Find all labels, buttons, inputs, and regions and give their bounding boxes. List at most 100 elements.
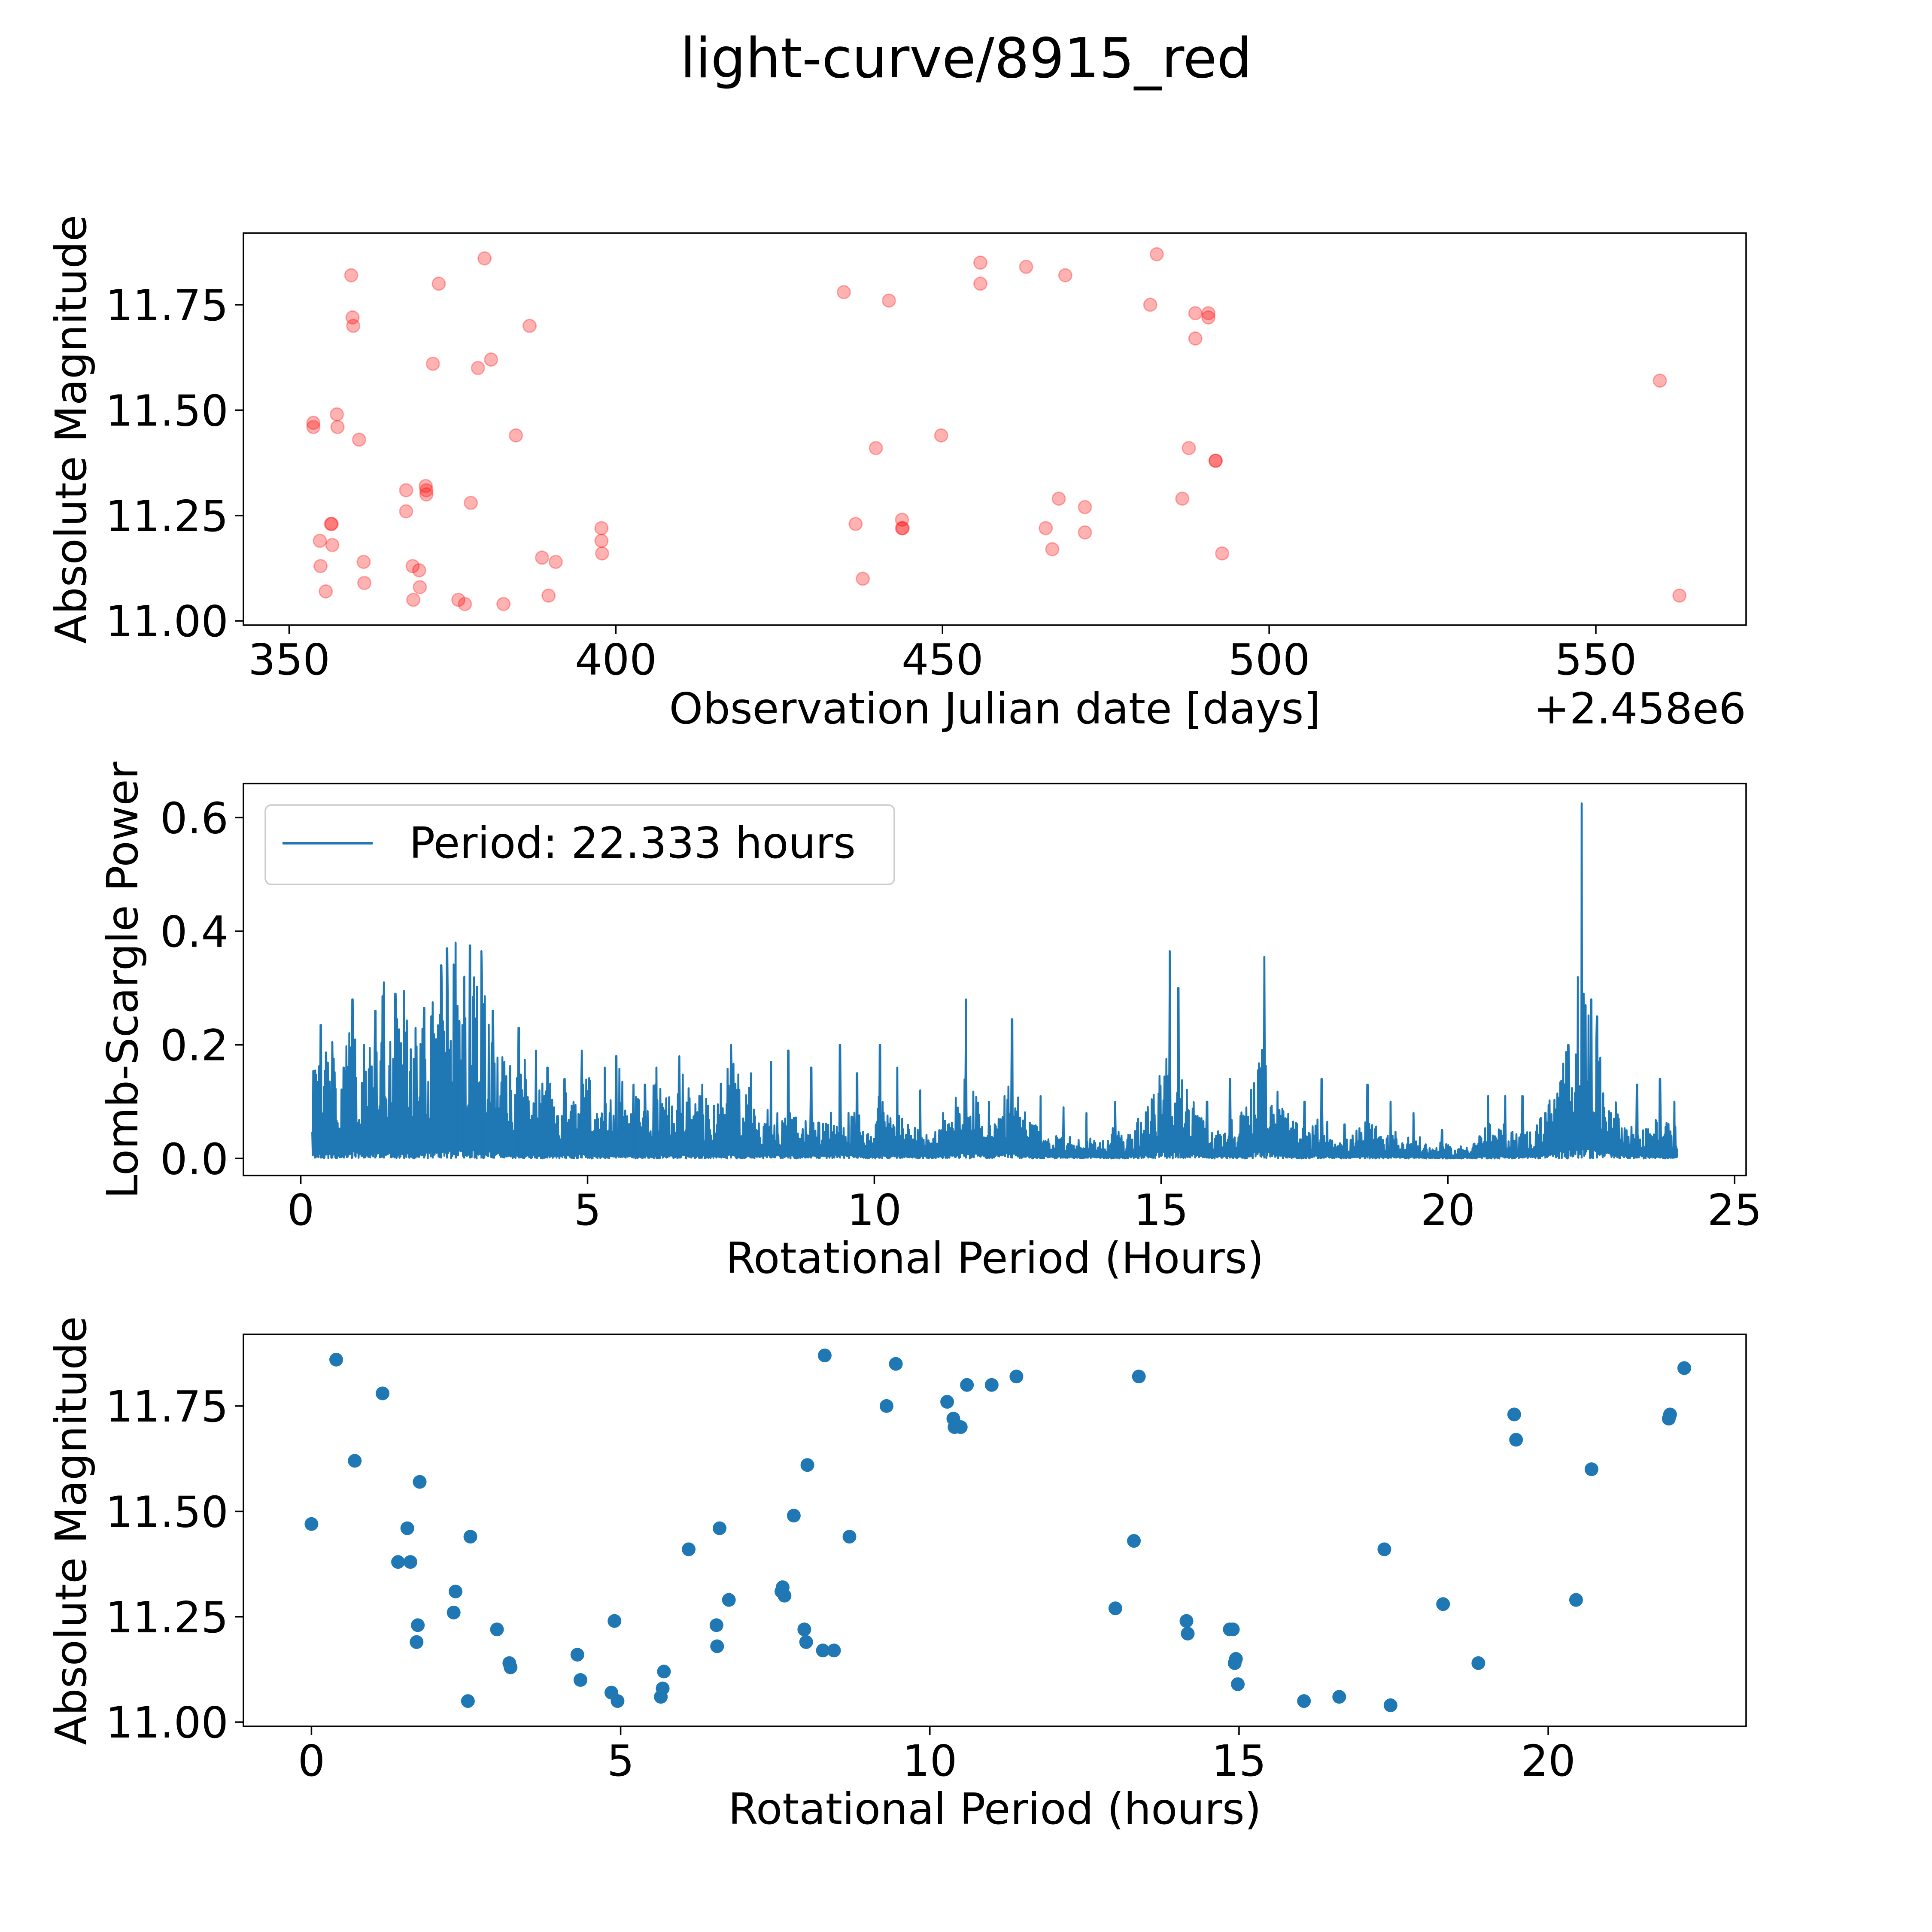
light-curve-point (1215, 546, 1230, 561)
light-curve-axes-frame (243, 232, 1747, 626)
y-tick-label: 11.50 (106, 1487, 228, 1537)
folded-point (410, 1635, 424, 1649)
light-curve-point (522, 319, 537, 333)
folded-point (889, 1357, 903, 1371)
folded-point (940, 1395, 954, 1409)
folded-point (879, 1399, 893, 1413)
light-curve-point (848, 516, 863, 531)
light-curve-point (973, 255, 988, 270)
folded-point (1132, 1370, 1146, 1384)
light-curve-point (1188, 306, 1203, 321)
folded-point (817, 1349, 832, 1363)
periodogram-legend: Period: 22.333 hours (264, 804, 895, 885)
light-curve-point (1143, 298, 1157, 312)
folded-point (1383, 1698, 1397, 1712)
light-curve-point (346, 319, 361, 333)
folded-point (608, 1614, 622, 1628)
folded-point (954, 1420, 968, 1434)
folded-point (713, 1521, 727, 1535)
folded-point (1377, 1542, 1391, 1556)
x-tick-label: 500 (1228, 635, 1310, 685)
light-curve-point (856, 571, 870, 586)
light-curve-point (1045, 542, 1060, 556)
x-tick-label: 550 (1555, 635, 1637, 685)
light-curve-point (324, 516, 339, 531)
folded-point (391, 1555, 405, 1569)
folded-point (778, 1589, 792, 1603)
y-tick-label: 0.4 (160, 907, 228, 957)
y-tick-label: 0.2 (160, 1021, 228, 1071)
folded-point (709, 1618, 723, 1632)
light-curve-point (458, 597, 472, 611)
light-curve-point (594, 521, 609, 535)
light-curve-point (325, 538, 340, 552)
folded-point (656, 1681, 670, 1695)
light-curve-point (1175, 491, 1190, 506)
periodogram-x-label: Rotational Period (Hours) (726, 1233, 1264, 1283)
light-curve-point (509, 428, 523, 443)
light-curve-point (594, 534, 609, 548)
folded-point (1436, 1597, 1450, 1611)
x-tick-label: 15 (1212, 1736, 1266, 1786)
folded-point (570, 1648, 584, 1662)
light-curve-point (1201, 306, 1216, 321)
folded-point (461, 1694, 475, 1708)
folded-point (827, 1643, 841, 1658)
light-curve-point (1051, 491, 1066, 506)
folded-point (411, 1618, 425, 1632)
light-curve-point (344, 268, 358, 283)
folded-point (447, 1605, 461, 1619)
folded-light-curve-x-label: Rotational Period (hours) (728, 1784, 1261, 1834)
light-curve-point (1208, 453, 1223, 468)
light-curve-point (313, 534, 327, 548)
legend-label: Period: 22.333 hours (409, 818, 856, 868)
legend-box (264, 804, 895, 885)
folded-point (1231, 1677, 1245, 1691)
light-curve-x-ticks: 350 400 450 500 550 (248, 625, 1637, 685)
light-curve-point (399, 483, 413, 498)
folded-point (1226, 1622, 1240, 1637)
folded-point (376, 1386, 390, 1400)
folded-point (573, 1673, 587, 1687)
folded-point (787, 1509, 801, 1523)
folded-point (1471, 1656, 1485, 1670)
folded-light-curve-y-ticks: 11.00 11.25 11.50 11.75 (106, 1382, 243, 1748)
folded-point (800, 1458, 814, 1472)
folded-point (1584, 1462, 1598, 1476)
light-curve-y-ticks: 11.00 11.25 11.50 11.75 (106, 280, 243, 647)
light-curve-point (541, 588, 556, 603)
folded-point (1179, 1614, 1194, 1628)
folded-point (403, 1555, 417, 1569)
light-curve-point (1039, 521, 1053, 535)
periodogram-x-ticks: 0 5 10 15 20 25 (287, 1176, 1762, 1235)
light-curve-point (1188, 331, 1203, 346)
light-curve-point (881, 293, 896, 308)
light-curve-point (484, 352, 498, 367)
x-tick-label: 15 (1134, 1185, 1188, 1235)
y-tick-label: 0.6 (160, 793, 228, 843)
folded-point (1509, 1433, 1523, 1447)
light-curve-point (356, 555, 371, 569)
y-tick-label: 11.25 (106, 1592, 228, 1643)
light-curve-point (330, 420, 345, 434)
light-curve-point (425, 356, 440, 371)
periodogram-y-ticks: 0.0 0.2 0.4 0.6 (160, 793, 243, 1184)
folded-light-curve-x-ticks: 0 5 10 15 20 (298, 1726, 1576, 1786)
folded-point (657, 1665, 671, 1679)
light-curve-point (1201, 310, 1216, 325)
folded-point (842, 1530, 857, 1544)
light-curve-point (399, 504, 413, 519)
light-curve-point (1078, 500, 1092, 514)
x-tick-label: 350 (248, 635, 330, 685)
x-tick-label: 20 (1421, 1185, 1475, 1235)
x-tick-label: 10 (847, 1185, 902, 1235)
light-curve-point (471, 361, 485, 375)
light-curve-point (1149, 247, 1164, 261)
light-curve-point (595, 546, 609, 561)
folded-point (1009, 1370, 1024, 1384)
light-curve-x-offset: +2.458e6 (1534, 683, 1746, 734)
light-curve-point (535, 550, 549, 565)
light-curve-point (496, 597, 511, 611)
periodogram-y-label: Lomb-Scargle Power (97, 761, 148, 1199)
